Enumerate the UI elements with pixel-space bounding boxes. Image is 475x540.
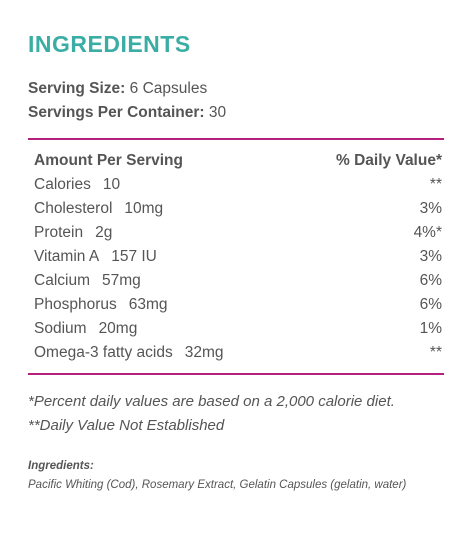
nutrient-name: Cholesterol [34,200,113,217]
nutrition-facts-table: Amount Per Serving % Daily Value* Calori… [28,140,444,373]
nutrient-name: Phosphorus [34,296,117,313]
facts-header-row: Amount Per Serving % Daily Value* [34,149,442,173]
percent-daily-note: *Percent daily values are based on a 2,0… [28,393,395,410]
nutrient-name: Calcium [34,272,90,289]
facts-row-sodium: Sodium 20mg 1% [34,317,442,341]
ingredients-list: Ingredients: Pacific Whiting (Cod), Rose… [28,457,475,495]
bottom-divider [28,373,444,375]
facts-row-calcium: Calcium 57mg 6% [34,269,442,293]
serving-size: Serving Size: 6 Capsules [28,77,475,101]
amount-per-serving-header: Amount Per Serving [34,152,183,169]
daily-value-note: **Daily Value Not Established [28,417,225,434]
serving-size-label: Serving Size: [28,80,126,97]
nutrient-daily-value: 1% [419,320,442,337]
nutrient-amount: 32mg [184,344,224,361]
nutrient-amount: 10 [102,176,121,193]
facts-row-phosphorus: Phosphorus 63mg 6% [34,293,442,317]
nutrient-daily-value: 4%* [413,224,442,241]
servings-per-container-label: Servings Per Container: [28,104,205,121]
nutrient-daily-value: 3% [419,248,442,265]
nutrient-name: Calories [34,176,91,193]
facts-row-vitamin-a: Vitamin A 157 IU 3% [34,245,442,269]
daily-value-header: % Daily Value* [336,152,442,169]
nutrient-daily-value: ** [429,176,442,193]
nutrient-amount: 57mg [101,272,141,289]
nutrient-name: Protein [34,224,84,241]
footnotes: *Percent daily values are based on a 2,0… [28,390,475,438]
nutrient-amount: 10mg [124,200,164,217]
nutrient-daily-value: ** [429,344,442,361]
page-title: INGREDIENTS [28,31,191,57]
nutrient-daily-value: 6% [419,296,442,313]
nutrient-amount: 63mg [128,296,168,313]
nutrient-name: Vitamin A [34,248,100,265]
nutrient-amount: 2g [95,224,113,241]
ingredients-text: Pacific Whiting (Cod), Rosemary Extract,… [28,479,407,491]
nutrient-daily-value: 3% [419,200,442,217]
servings-per-container-value: 30 [208,104,227,121]
facts-row-cholesterol: Cholesterol 10mg 3% [34,197,442,221]
nutrient-amount: 157 IU [111,248,157,265]
nutrient-amount: 20mg [98,320,138,337]
nutrient-name: Omega-3 fatty acids [34,344,173,361]
top-divider [28,138,444,140]
facts-row-omega-3: Omega-3 fatty acids 32mg ** [34,341,442,365]
facts-row-protein: Protein 2g 4%* [34,221,442,245]
serving-size-value: 6 Capsules [129,80,208,97]
nutrient-name: Sodium [34,320,87,337]
servings-per-container: Servings Per Container: 30 [28,101,475,125]
nutrient-daily-value: 6% [419,272,442,289]
ingredients-label: Ingredients: [28,460,94,472]
facts-row-calories: Calories 10 ** [34,173,442,197]
